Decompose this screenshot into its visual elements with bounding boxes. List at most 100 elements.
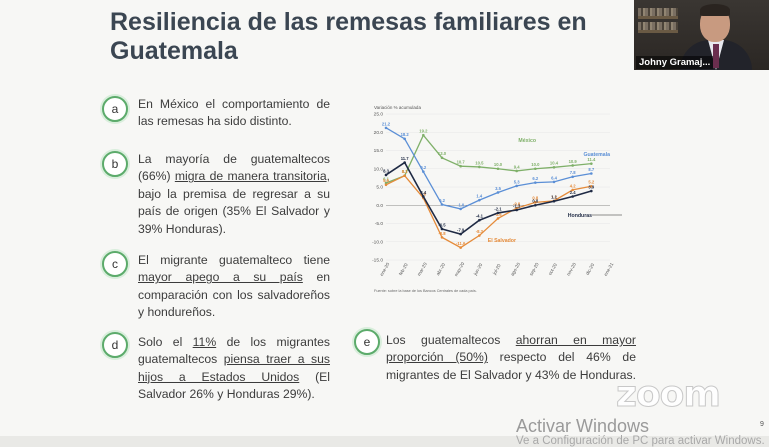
data-point — [534, 167, 537, 171]
data-label: 6.1 — [383, 176, 389, 181]
data-label: 0.0 — [532, 199, 538, 204]
data-label: -1.3 — [513, 203, 521, 208]
data-point — [422, 133, 425, 137]
x-tick-label: oct-20 — [547, 262, 558, 276]
data-label: -8.3 — [476, 229, 484, 234]
bullet-b: b — [102, 151, 128, 177]
data-label: 10.4 — [550, 161, 559, 166]
series-line-honduras — [385, 161, 592, 235]
bottom-strip — [0, 436, 769, 447]
data-label: 11.4 — [587, 157, 596, 162]
series-line-guatemala — [385, 127, 592, 210]
data-point — [515, 169, 518, 173]
data-point — [496, 191, 500, 194]
data-label: 10.7 — [457, 160, 466, 165]
data-label: 19.2 — [419, 129, 428, 134]
paragraph-a: En México el comportamiento de las remes… — [138, 96, 330, 131]
data-label: 1.1 — [551, 195, 557, 200]
paragraph-d: Solo el 11% de los migrantes guatemaltec… — [138, 334, 330, 404]
y-tick-label: -15.0 — [372, 258, 383, 264]
title-line-2: Guatemala — [110, 37, 238, 65]
data-label: 0.2 — [439, 198, 445, 203]
data-label: 8.1 — [402, 169, 408, 174]
data-point — [384, 173, 388, 177]
x-tick-label: ene-21 — [603, 261, 615, 276]
data-label: 13.0 — [438, 151, 447, 156]
remittances-chart: Variación % acumulada 25.0 20.0 15.0 10.0 5.0… — [364, 100, 622, 296]
x-tick-label: ago-20 — [510, 261, 522, 276]
data-point — [534, 203, 537, 207]
data-point — [384, 181, 388, 185]
para-d-underlined-2: piensa traer a sus hijos a Estados Unido… — [138, 352, 330, 384]
y-tick-label: 15.0 — [374, 148, 384, 154]
para-c-text-2: en comparación con los salvadoreños y ho… — [138, 270, 330, 320]
series-name-honduras: Honduras — [568, 213, 592, 219]
data-label: -6.5 — [438, 222, 446, 227]
data-label: 18.2 — [401, 132, 410, 137]
y-tick-label: 0.0 — [376, 203, 383, 209]
bookshelf-shelf-2 — [638, 30, 678, 33]
page-number: 9 — [760, 421, 764, 428]
para-d-underlined-1: 11% — [192, 335, 217, 349]
data-point — [534, 201, 537, 204]
activate-windows-subtitle: Ve a Configuración de PC para activar Wi… — [516, 435, 765, 447]
x-tick-label: jun-20 — [472, 262, 483, 277]
data-label: 3.5 — [495, 186, 501, 191]
participant-name: Johny Gramaj... — [636, 56, 714, 69]
data-label: 0.8 — [532, 196, 538, 201]
data-point — [590, 184, 593, 188]
data-point — [459, 207, 462, 211]
para-e-underlined: ahorran en mayor proporción (50%) — [386, 333, 636, 365]
data-label: 5.3 — [514, 179, 520, 184]
data-label: 8.3 — [383, 168, 389, 173]
data-point — [552, 180, 556, 184]
x-tick-label: abr-20 — [435, 262, 446, 276]
data-point — [403, 161, 406, 164]
data-point — [478, 198, 481, 202]
data-label: 9.2 — [420, 165, 426, 170]
x-tick-label: feb-20 — [398, 262, 409, 276]
x-tick-label: dic-20 — [585, 262, 596, 276]
series-line-méxico — [385, 133, 592, 184]
bookshelf-shelf — [638, 16, 678, 19]
data-point — [571, 188, 574, 192]
x-tick-label: mar-20 — [416, 261, 428, 276]
data-point — [571, 164, 574, 167]
data-label: 4.2 — [570, 183, 576, 188]
data-label: 6.4 — [551, 175, 557, 180]
paragraph-c: El migrante guatemalteco tiene mayor ape… — [138, 252, 330, 322]
presenter-hair — [700, 4, 730, 16]
data-label: -11.6 — [456, 241, 466, 246]
chart-svg: Variación % acumulada 25.0 20.0 15.0 10.0 5.0… — [372, 105, 622, 293]
data-point — [440, 203, 444, 206]
data-point — [459, 246, 462, 249]
para-d-text-3: (El Salvador 26% y Honduras 29%). — [138, 369, 330, 402]
data-label: -2.1 — [494, 206, 502, 211]
data-point — [440, 156, 444, 160]
para-c-text-1: El migrante guatemalteco tiene — [138, 253, 330, 267]
bullet-e: e — [354, 329, 380, 355]
para-e-text-1: Los guatemaltecos — [386, 333, 516, 347]
title-line-1: Resiliencia de las remesas familiares en — [110, 8, 587, 36]
data-label: 9.4 — [514, 164, 520, 169]
data-point — [403, 137, 406, 141]
data-point — [459, 232, 462, 236]
data-label: 10.9 — [569, 159, 578, 164]
x-tick-label: ene-20 — [379, 261, 391, 276]
data-label: 10.0 — [531, 162, 540, 167]
data-point — [552, 165, 556, 169]
data-label: 10.0 — [494, 162, 503, 167]
x-tick-label: may-20 — [453, 261, 465, 277]
data-label: 5.2 — [588, 180, 594, 185]
para-e-text-2: respecto del 46% de migrantes de El Salv… — [386, 350, 636, 382]
data-point — [440, 236, 444, 239]
data-label: -1.0 — [457, 202, 465, 207]
data-point — [515, 208, 518, 212]
data-point — [478, 234, 481, 237]
data-point — [515, 206, 518, 210]
y-tick-label: 25.0 — [374, 112, 384, 118]
bullet-a: a — [102, 96, 128, 122]
data-label: -3.6 — [494, 212, 502, 217]
data-point — [496, 167, 500, 171]
para-d-text-2: de los migrantes guatemaltecos — [138, 335, 330, 367]
